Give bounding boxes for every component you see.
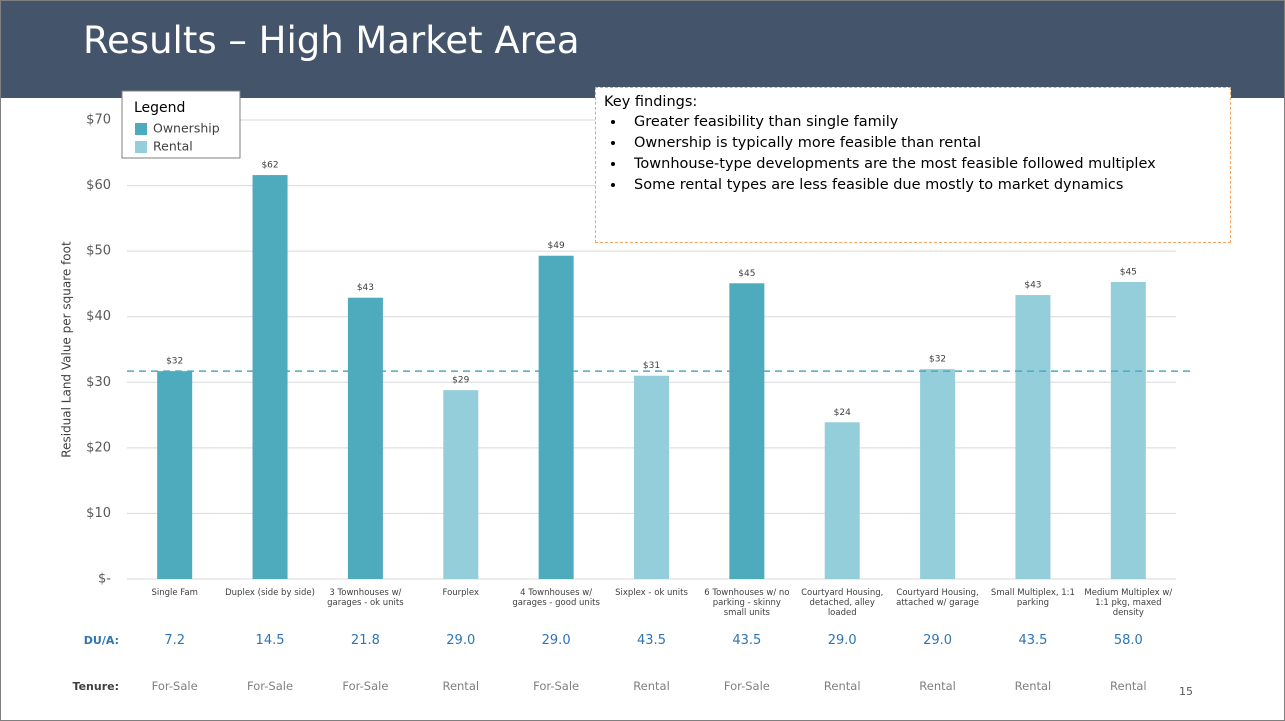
legend-label: Rental <box>153 139 193 154</box>
bar <box>443 390 479 579</box>
key-finding: Greater feasibility than single family <box>626 112 1230 133</box>
bar <box>1110 281 1146 579</box>
row-cell: For-Sale <box>247 679 294 693</box>
bar <box>252 175 288 579</box>
x-tick-label: 3 Townhouses w/ garages - ok units <box>327 588 404 608</box>
row-cell: For-Sale <box>342 679 389 693</box>
row-label: DU/A: <box>83 634 119 647</box>
y-tick-label: $10 <box>86 506 111 521</box>
y-tick-label: $30 <box>86 375 111 390</box>
row-cell: Rental <box>442 679 480 693</box>
x-tick-label: Fourplex <box>442 588 480 598</box>
key-finding: Townhouse-type developments are the most… <box>626 154 1230 175</box>
slide-title: Results – High Market Area <box>83 19 580 62</box>
y-tick-label: $50 <box>86 244 111 259</box>
bar <box>729 283 765 579</box>
value-label: $62 <box>261 161 278 171</box>
row-cell: 43.5 <box>1018 633 1048 648</box>
row-cell: 43.5 <box>732 633 762 648</box>
row-cell: 7.2 <box>164 633 186 648</box>
legend-swatch <box>135 123 147 135</box>
key-findings: Key findings: Greater feasibility than s… <box>595 87 1231 243</box>
x-tick-label: Small Multiplex, 1:1 parking <box>990 588 1075 608</box>
bar <box>538 255 574 580</box>
bar <box>824 422 860 579</box>
page-number: 15 <box>1179 685 1193 698</box>
row-cell: 43.5 <box>637 633 666 648</box>
bar <box>634 375 669 579</box>
legend-swatch <box>135 141 147 153</box>
row-cell: For-Sale <box>723 679 770 693</box>
value-label: $31 <box>643 361 660 371</box>
x-tick-label: Duplex (side by side) <box>225 588 315 598</box>
bar <box>347 297 383 579</box>
header-band <box>1 1 1284 98</box>
row-cell: 29.0 <box>827 633 857 648</box>
x-tick-label: Courtyard Housing, attached w/ garage <box>896 588 980 608</box>
legend-title: Legend <box>134 100 185 116</box>
y-axis-label: Residual Land Value per square foot <box>60 241 74 458</box>
row-cell: Rental <box>1110 679 1147 693</box>
x-tick-label: Courtyard Housing, detached, alley loade… <box>801 588 884 618</box>
x-tick-label: Medium Multiplex w/ 1:1 pkg, maxed densi… <box>1084 588 1173 618</box>
row-cell: 14.5 <box>255 633 285 648</box>
y-tick-label: $20 <box>86 440 111 455</box>
bar <box>920 369 956 579</box>
legend-label: Ownership <box>153 121 220 136</box>
row-cell: 29.0 <box>923 633 953 648</box>
row-cell: Rental <box>1014 679 1052 693</box>
row-cell: 21.8 <box>350 633 380 648</box>
row-cell: 29.0 <box>541 633 571 648</box>
y-tick-label: $- <box>98 572 111 587</box>
row-cell: For-Sale <box>533 679 580 693</box>
y-tick-label: $40 <box>86 309 111 324</box>
value-label: $43 <box>357 283 374 293</box>
row-cell: Rental <box>823 679 861 693</box>
value-label: $43 <box>1024 281 1041 291</box>
x-tick-label: 4 Townhouses w/ garages - good units <box>512 588 600 608</box>
row-cell: 29.0 <box>446 633 476 648</box>
value-label: $49 <box>548 241 565 251</box>
row-cell: Rental <box>633 679 670 693</box>
x-tick-label: 6 Townhouses w/ no parking - skinny smal… <box>704 588 790 618</box>
key-findings-title: Key findings: <box>604 94 698 110</box>
row-cell: Rental <box>919 679 956 693</box>
value-label: $32 <box>166 357 183 367</box>
bar <box>1015 295 1051 579</box>
row-cell: 58.0 <box>1113 633 1143 648</box>
value-label: $24 <box>834 408 851 418</box>
bar <box>157 371 193 579</box>
row-cell: For-Sale <box>151 679 198 693</box>
value-label: $32 <box>929 355 946 365</box>
x-tick-label: Sixplex - ok units <box>615 588 688 598</box>
y-tick-label: $70 <box>86 113 111 128</box>
x-tick-label: Single Fam <box>151 588 198 598</box>
value-label: $45 <box>738 269 755 279</box>
row-label: Tenure: <box>72 680 119 693</box>
key-finding: Some rental types are less feasible due … <box>626 175 1230 196</box>
value-label: $45 <box>1120 267 1137 277</box>
key-finding: Ownership is typically more feasible tha… <box>626 133 1230 154</box>
key-findings-list: Greater feasibility than single familyOw… <box>604 112 1230 196</box>
value-label: $29 <box>452 376 469 386</box>
y-tick-label: $60 <box>86 178 111 193</box>
